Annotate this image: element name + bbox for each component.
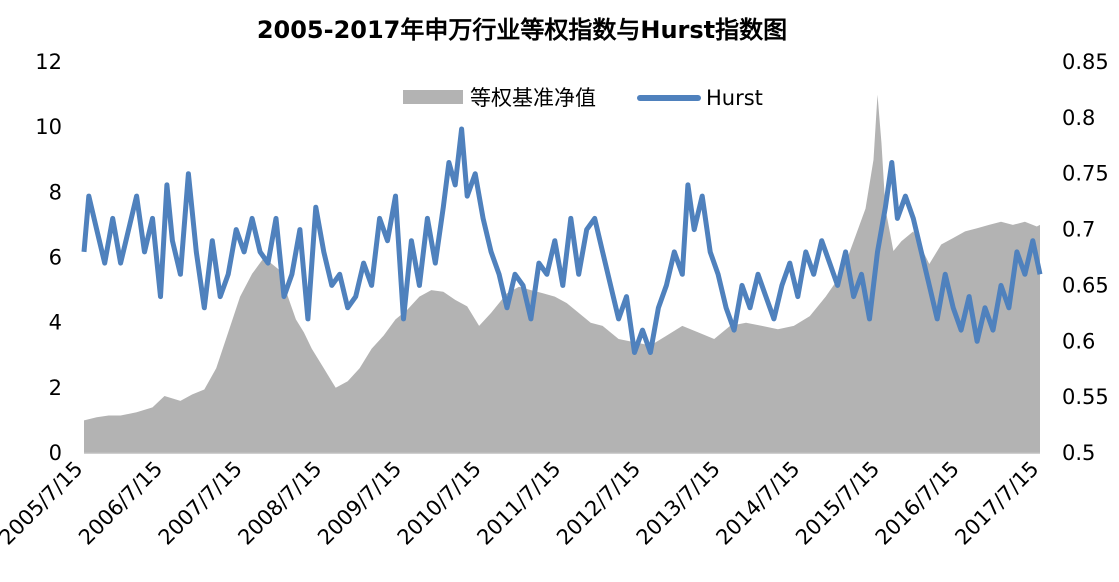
legend-swatch-area — [403, 90, 463, 104]
left-tick-label: 10 — [35, 115, 62, 139]
x-tick-label: 2006/7/15 — [74, 457, 167, 550]
left-tick-label: 4 — [49, 311, 62, 335]
x-tick-label: 2009/7/15 — [313, 457, 406, 550]
chart-title: 2005-2017年申万行业等权指数与Hurst指数图 — [257, 16, 787, 44]
left-axis: 0 2 4 6 8 10 12 — [35, 50, 62, 465]
left-tick-label: 8 — [49, 180, 62, 204]
right-axis: 0.5 0.55 0.6 0.65 0.7 0.75 0.8 0.85 — [1062, 50, 1109, 465]
legend: 等权基准净值 Hurst — [403, 86, 763, 110]
right-tick-label: 0.75 — [1062, 162, 1109, 186]
plot-area — [81, 94, 1043, 453]
x-tick-label: 2008/7/15 — [233, 457, 326, 550]
x-tick-label: 2016/7/15 — [871, 457, 964, 550]
x-tick-label: 2015/7/15 — [791, 457, 884, 550]
x-tick-label: 2012/7/15 — [552, 457, 645, 550]
right-tick-label: 0.85 — [1062, 50, 1109, 74]
right-tick-label: 0.55 — [1062, 385, 1109, 409]
x-tick-label: 2011/7/15 — [472, 457, 565, 550]
left-tick-label: 6 — [49, 246, 62, 270]
left-tick-label: 2 — [49, 376, 62, 400]
series-area-equal-weight — [84, 94, 1040, 453]
left-tick-label: 0 — [49, 441, 62, 465]
x-tick-label: 2014/7/15 — [711, 457, 804, 550]
legend-label-line: Hurst — [706, 86, 763, 110]
x-tick-label: 2010/7/15 — [393, 457, 486, 550]
x-tick-label: 2013/7/15 — [632, 457, 725, 550]
x-tick-label: 2017/7/15 — [950, 457, 1043, 550]
right-tick-label: 0.7 — [1062, 218, 1095, 242]
legend-label-area: 等权基准净值 — [470, 86, 596, 110]
right-tick-label: 0.8 — [1062, 106, 1095, 130]
right-tick-label: 0.5 — [1062, 441, 1095, 465]
left-tick-label: 12 — [35, 50, 62, 74]
x-tick-label: 2007/7/15 — [154, 457, 247, 550]
x-axis-ticks: 2005/7/152006/7/152007/7/152008/7/152009… — [0, 457, 1044, 550]
x-tick-label: 2005/7/15 — [0, 457, 88, 550]
series-line-hurst — [81, 126, 1043, 355]
right-tick-label: 0.6 — [1062, 329, 1095, 353]
right-tick-label: 0.65 — [1062, 273, 1109, 297]
